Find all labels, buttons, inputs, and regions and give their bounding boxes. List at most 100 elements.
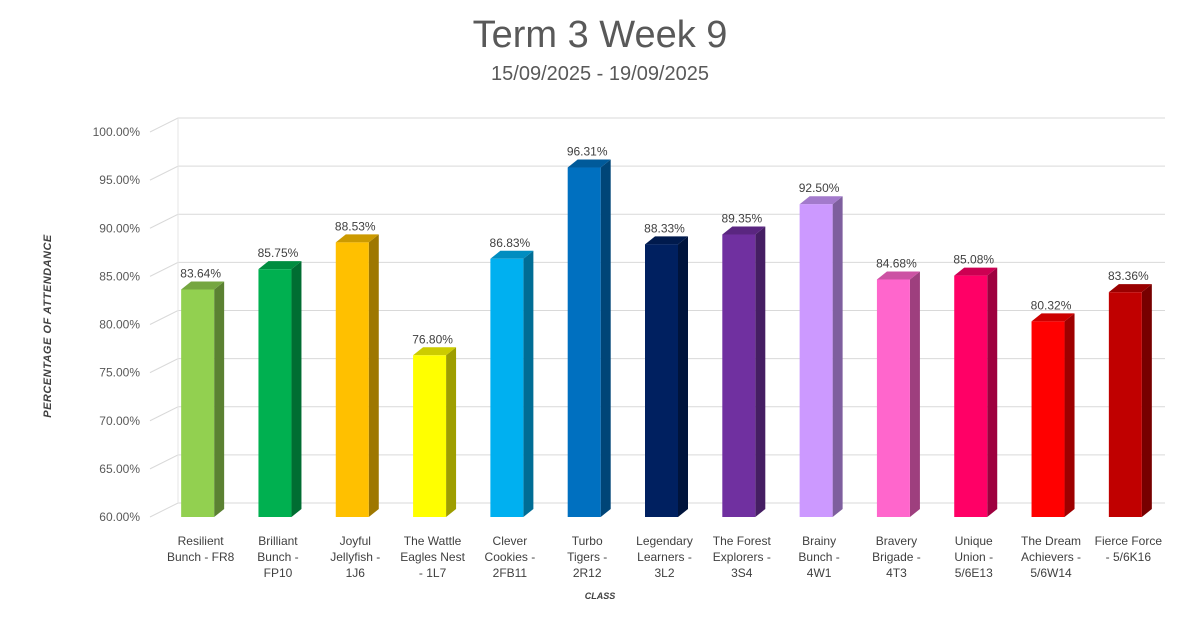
bar-top — [490, 250, 534, 259]
bar — [645, 244, 678, 518]
x-tick-label: The Forest Explorers - 3S4 — [713, 534, 772, 580]
x-tick-label-line: Union - — [954, 550, 993, 564]
bar-side — [1064, 313, 1075, 517]
data-label: 83.64% — [180, 266, 221, 280]
y-tick-label: 100.00% — [93, 125, 141, 139]
bar — [413, 355, 447, 517]
x-tick-label-line: Jellyfish - — [330, 550, 380, 564]
bar-side — [987, 267, 998, 517]
chart-subtitle: 15/09/2025 - 19/09/2025 — [491, 63, 709, 85]
x-tick-label-line: Learners - — [637, 550, 692, 564]
bar-side — [214, 281, 225, 517]
bar — [258, 269, 292, 517]
x-tick-label-line: Turbo — [572, 534, 603, 548]
y-tick-label: 75.00% — [99, 366, 140, 380]
x-tick-label-line: 4W1 — [807, 566, 832, 580]
bar-top — [876, 271, 920, 280]
data-label: 88.53% — [335, 219, 376, 233]
x-tick-label-line: Joyful — [340, 534, 371, 548]
x-tick-label: The Dream Achievers - 5/6W14 — [1021, 534, 1081, 580]
bar-top — [799, 196, 843, 205]
data-label: 84.68% — [876, 256, 917, 270]
data-label: 88.33% — [644, 221, 685, 235]
x-tick-label: Brilliant Bunch - FP10 — [257, 534, 298, 580]
bar-side — [446, 347, 457, 517]
x-tick-label-line: Bravery — [876, 534, 917, 548]
x-tick-label-line: 2FB11 — [493, 566, 528, 580]
chart-title: Term 3 Week 9 — [472, 14, 728, 56]
x-tick-label-line: 4T3 — [886, 566, 907, 580]
x-tick-label: Fierce Force - 5/6K16 — [1095, 534, 1163, 564]
y-tick-label: 70.00% — [99, 414, 140, 428]
bar-side — [832, 196, 843, 517]
bar-top — [258, 261, 302, 270]
x-tick-label-line: Bunch - — [798, 550, 839, 564]
x-tick-label-line: Explorers - — [713, 550, 771, 564]
bar-top — [335, 234, 379, 243]
x-tick-label-line: Brainy — [802, 534, 836, 548]
bar — [181, 289, 215, 517]
y-tick-label: 80.00% — [99, 318, 140, 332]
x-tick-label-line: 3L2 — [654, 566, 674, 580]
x-tick-label-line: Brilliant — [258, 534, 298, 548]
x-tick-label: Unique Union - 5/6E13 — [954, 534, 993, 580]
bar-side — [368, 234, 379, 517]
bar-top — [1031, 313, 1075, 322]
x-tick-label: Turbo Tigers - 2R12 — [567, 534, 607, 580]
bar-top — [413, 347, 457, 356]
gridline — [149, 165, 1165, 181]
y-tick-label: 95.00% — [99, 173, 140, 187]
bar-side — [678, 236, 688, 518]
bar — [1031, 321, 1065, 517]
data-label: 85.75% — [258, 246, 299, 260]
x-tick-label: Brainy Bunch - 4W1 — [798, 534, 839, 580]
x-tick-label-line: Bunch - — [257, 550, 298, 564]
y-tick-label: 85.00% — [99, 269, 140, 283]
bar — [876, 279, 910, 517]
x-tick-label-line: Bunch - FR8 — [167, 550, 235, 564]
bar-side — [600, 159, 611, 518]
bar — [567, 167, 601, 518]
bar — [335, 242, 369, 517]
x-tick-label-line: Fierce Force — [1095, 534, 1163, 548]
x-tick-label-line: Clever — [493, 534, 528, 548]
x-tick-label-line: 5/6W14 — [1030, 566, 1072, 580]
y-tick-label: 65.00% — [99, 462, 140, 476]
data-label: 83.36% — [1108, 269, 1149, 283]
bar — [490, 258, 524, 517]
bar-side — [755, 226, 766, 517]
x-tick-label-line: The Forest — [713, 534, 772, 548]
x-axis-label: CLASS — [584, 591, 616, 601]
y-tick-label: 60.00% — [99, 510, 140, 524]
bar — [1108, 292, 1142, 517]
x-tick-label-line: Unique — [955, 534, 993, 548]
data-label: 76.80% — [412, 332, 453, 346]
x-tick-label: Bravery Brigade - 4T3 — [872, 534, 921, 580]
x-tick-label-line: Resilient — [178, 534, 225, 548]
data-label: 80.32% — [1031, 298, 1072, 312]
x-tick-label-line: 3S4 — [731, 566, 753, 580]
x-tick-label-line: Tigers - — [567, 550, 607, 564]
bar — [799, 204, 833, 517]
x-tick-label: Resilient Bunch - FR8 — [167, 534, 235, 564]
bar-top — [722, 226, 766, 235]
x-tick-label: Clever Cookies - 2FB11 — [485, 534, 536, 580]
bar — [722, 234, 756, 517]
x-tick-label-line: Achievers - — [1021, 550, 1081, 564]
gridline — [149, 117, 1165, 133]
x-tick-label-line: 2R12 — [573, 566, 602, 580]
x-tick-label: The Wattle Eagles Nest - 1L7 — [400, 534, 465, 580]
x-tick-label: Joyful Jellyfish - 1J6 — [330, 534, 380, 580]
x-tick-label-line: - 5/6K16 — [1106, 550, 1152, 564]
x-tick-label-line: The Wattle — [404, 534, 462, 548]
y-tick-label: 90.00% — [99, 221, 140, 235]
data-label: 85.08% — [953, 253, 994, 267]
data-label: 92.50% — [799, 181, 840, 195]
bar-side — [1141, 284, 1152, 517]
data-label: 86.83% — [490, 236, 531, 250]
x-tick-label: Legendary Learners - 3L2 — [636, 534, 693, 580]
x-tick-label-line: - 1L7 — [419, 566, 447, 580]
x-tick-label-line: Legendary — [636, 534, 693, 548]
